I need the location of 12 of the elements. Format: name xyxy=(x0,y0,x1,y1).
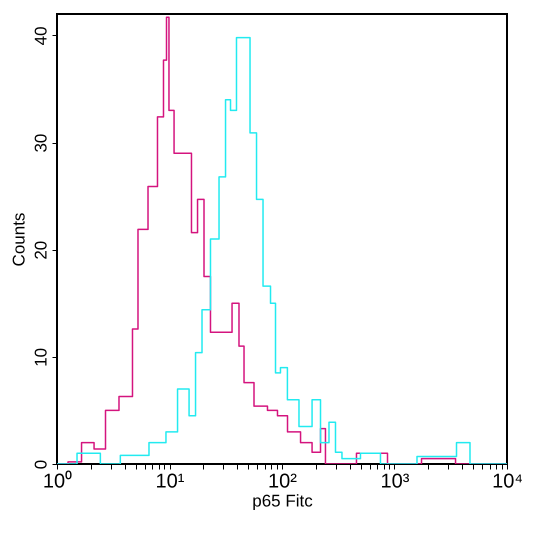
x-axis-title: p65 Fitc xyxy=(252,492,314,510)
y-tick-label: 20 xyxy=(32,240,50,260)
y-tick-label: 0 xyxy=(32,460,50,470)
x-tick-label: 10⁴ xyxy=(492,470,523,492)
x-tick-label: 10⁰ xyxy=(42,470,72,492)
y-axis-title: Counts xyxy=(10,212,28,266)
x-tick-label: 10² xyxy=(268,470,298,492)
x-tick-label: 10¹ xyxy=(156,470,185,492)
y-tick-label: 10 xyxy=(32,348,50,367)
x-tick-label: 10³ xyxy=(380,470,410,492)
y-tick-label: 30 xyxy=(32,134,50,153)
y-tick-label: 40 xyxy=(32,26,50,46)
